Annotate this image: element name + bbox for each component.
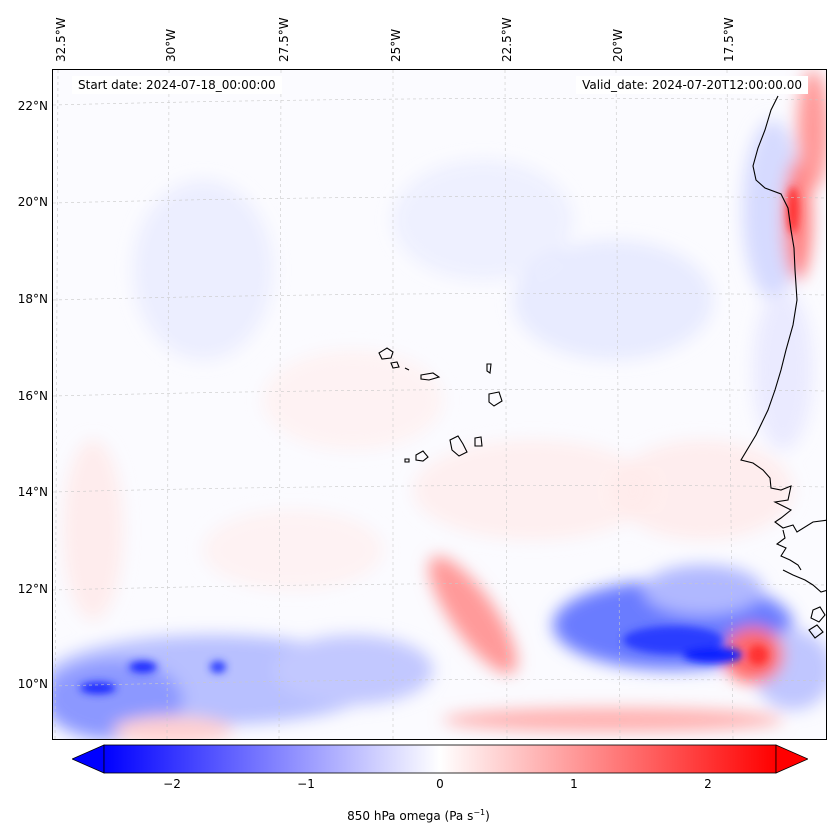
africa-coastline	[740, 95, 826, 639]
lat-label-12n: 12°N	[17, 582, 48, 596]
omega-cores	[80, 186, 799, 694]
colorbar	[71, 744, 809, 774]
colorbar-label-exponent: −1	[473, 808, 486, 817]
omega-map	[52, 69, 827, 740]
colorbar-tick-1: 1	[570, 777, 578, 791]
lat-label-10n: 10°N	[17, 677, 48, 691]
colorbar-extend-low	[71, 744, 105, 774]
lat-label-20n: 20°N	[17, 195, 48, 209]
graticule	[53, 70, 826, 739]
lat-label-22n: 22°N	[17, 99, 48, 113]
colorbar-tick-minus2: −2	[163, 777, 181, 791]
colorbar-ramp	[103, 744, 777, 774]
omega-field-canvas	[53, 70, 826, 739]
lat-label-14n: 14°N	[17, 485, 48, 499]
valid-date-annotation: Valid_date: 2024-07-20T12:00:00.00	[576, 76, 808, 94]
colorbar-tick-minus1: −1	[297, 777, 315, 791]
lat-label-16n: 16°N	[17, 389, 48, 403]
colorbar-label: 850 hPa omega (Pa s−1)	[0, 808, 837, 823]
colorbar-tick-2: 2	[704, 777, 712, 791]
lat-label-18n: 18°N	[17, 292, 48, 306]
colorbar-extend-high	[775, 744, 809, 774]
colorbar-label-end: )	[485, 809, 490, 823]
colorbar-graphic	[71, 744, 809, 774]
cape-verde-islands	[378, 347, 503, 463]
start-date-annotation: Start date: 2024-07-18_00:00:00	[72, 76, 282, 94]
omega-shading	[53, 70, 826, 739]
colorbar-tick-0: 0	[436, 777, 444, 791]
colorbar-label-main: 850 hPa omega (Pa s	[347, 809, 474, 823]
